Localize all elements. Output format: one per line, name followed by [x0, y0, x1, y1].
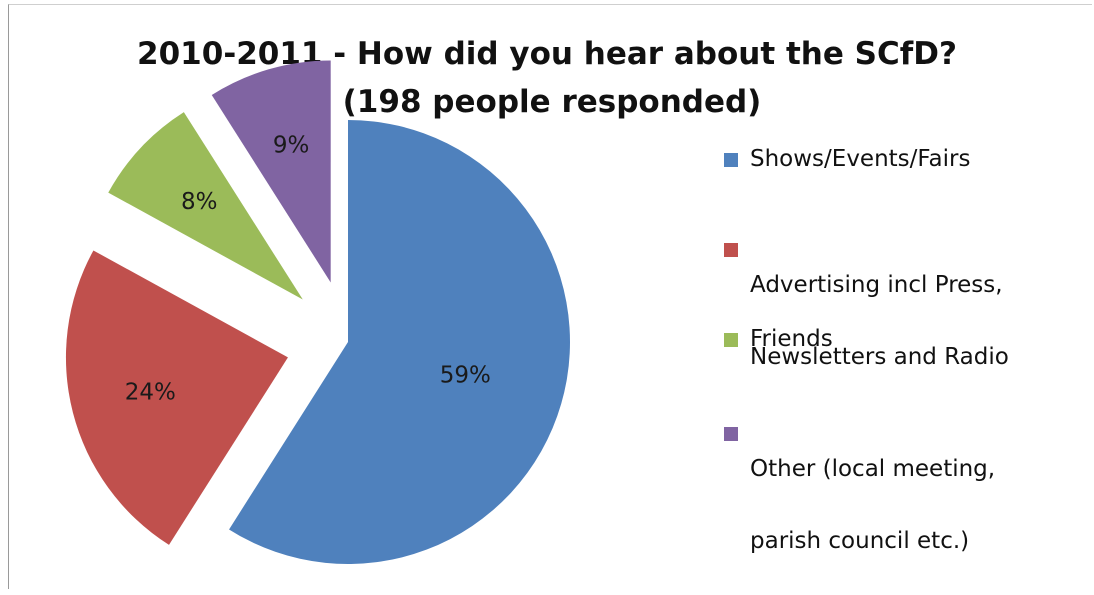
- legend-label-shows: Shows/Events/Fairs: [750, 146, 971, 172]
- data-label-advertising: 24%: [125, 379, 176, 405]
- legend-swatch-advertising: [724, 243, 738, 257]
- data-label-friends: 8%: [181, 189, 218, 215]
- pie-slice-other: [211, 60, 331, 283]
- chart-title-line-1: 2010-2011 - How did you hear about the S…: [137, 36, 957, 72]
- chart-title-line-2: (198 people responded): [342, 84, 762, 120]
- legend-label-advertising-line-1: Advertising incl Press,: [750, 272, 1003, 298]
- legend-label-other-line-2: parish council etc.): [750, 528, 970, 554]
- data-label-shows: 59%: [440, 363, 491, 389]
- legend-label-other: Other (local meeting, parish council etc…: [750, 415, 1080, 595]
- legend-swatch-shows: [724, 153, 738, 167]
- data-label-other: 9%: [273, 133, 310, 159]
- pie-slice-advertising: [65, 250, 288, 545]
- legend-swatch-friends: [724, 333, 738, 347]
- legend-label-advertising-line-2: Newsletters and Radio: [750, 344, 1009, 370]
- legend-swatch-other: [724, 427, 738, 441]
- legend-label-advertising: Advertising incl Press, Newsletters and …: [750, 231, 1080, 411]
- legend-label-friends: Friends: [750, 326, 833, 352]
- pie-slice-friends: [108, 112, 303, 300]
- pie-slice-shows: [229, 120, 570, 564]
- legend-label-other-line-1: Other (local meeting,: [750, 456, 996, 482]
- chart-title: 2010-2011 - How did you hear about the S…: [0, 30, 1094, 126]
